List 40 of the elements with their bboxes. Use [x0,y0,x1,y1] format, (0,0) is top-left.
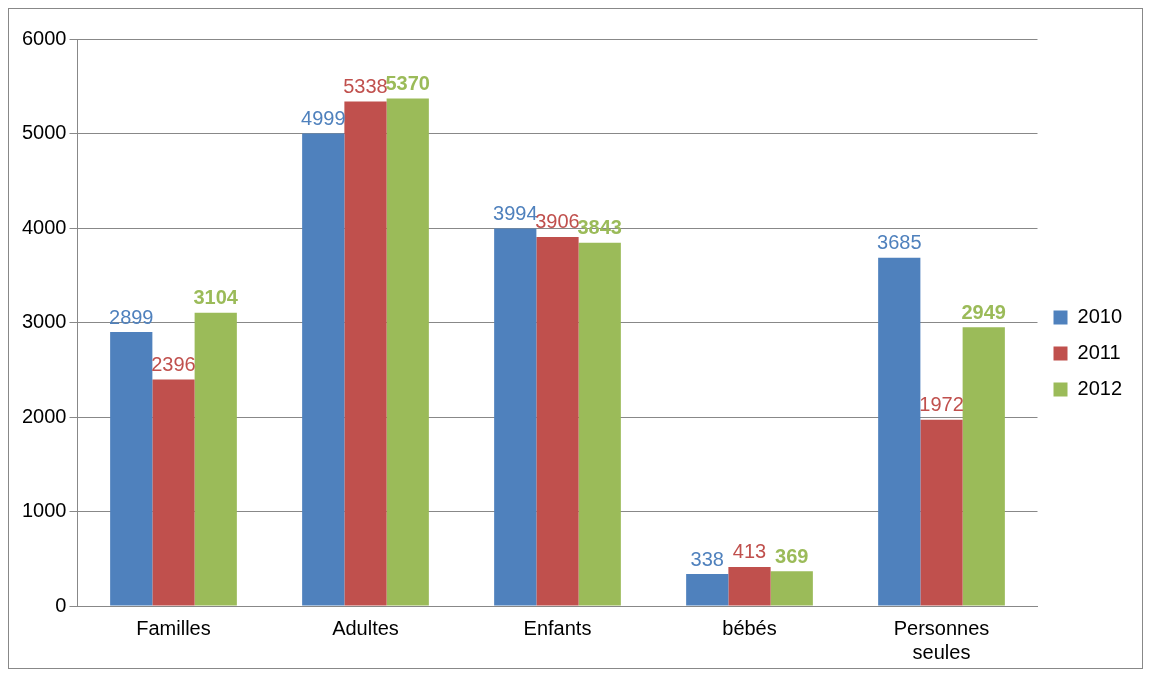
y-tick-label: 3000 [21,310,67,333]
bar [152,379,195,606]
bar [686,574,729,606]
data-label: 2899 [109,305,154,328]
bar [920,419,963,606]
data-label: 413 [732,540,767,563]
bar [494,228,537,606]
bar [110,332,153,606]
y-tick-label: 5000 [21,121,67,144]
y-tick-label: 4000 [21,215,67,238]
x-tick-label: Enfants [523,616,592,639]
bar [578,242,621,606]
bar [536,236,579,606]
bar [302,133,345,606]
bar [770,571,813,606]
bar [878,257,921,606]
data-label: 5338 [343,75,388,98]
y-tick-label: 2000 [21,404,67,427]
legend-label: 2012 [1077,377,1123,400]
legend-label: 2010 [1077,305,1123,328]
bar [344,101,387,606]
x-tick-label: Adultes [332,616,399,639]
data-label: 3685 [877,231,922,254]
bar [962,327,1005,606]
bar [194,312,237,606]
data-label: 2949 [961,300,1006,323]
y-tick-label: 0 [55,593,67,616]
data-label: 2396 [151,353,196,376]
legend-label: 2011 [1077,341,1121,364]
y-tick-label: 6000 [21,26,67,49]
bar [728,566,771,606]
x-tick-label: Familles [136,616,211,639]
data-label: 369 [775,544,809,567]
data-label: 338 [690,547,724,570]
x-tick-label: Personnes seules [893,616,990,663]
bar [386,98,429,606]
data-label: 1972 [919,393,964,416]
y-tick-label: 1000 [21,499,67,522]
data-label: 3104 [193,286,239,309]
x-tick-label: bébés [722,616,777,639]
